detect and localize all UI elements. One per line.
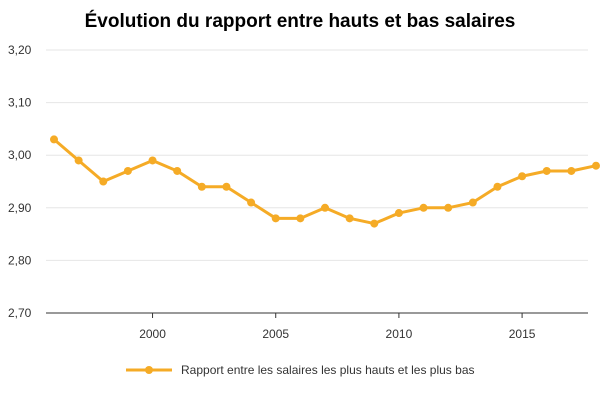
data-point[interactable] — [345, 214, 354, 223]
data-point[interactable] — [271, 214, 280, 223]
data-point[interactable] — [444, 203, 453, 212]
data-point[interactable] — [123, 166, 132, 175]
y-tick-label: 2,70 — [8, 306, 32, 320]
legend-marker — [145, 366, 153, 374]
legend-label[interactable]: Rapport entre les salaires les plus haut… — [181, 363, 475, 377]
data-point[interactable] — [50, 135, 58, 144]
x-axis: 2000 2005 2010 2015 — [46, 312, 588, 341]
y-tick-label: 2,90 — [8, 201, 32, 215]
data-point[interactable] — [222, 182, 231, 191]
y-tick-label: 3,20 — [8, 43, 32, 57]
y-tick-label: 3,10 — [8, 96, 32, 110]
data-point[interactable] — [592, 161, 600, 170]
data-point[interactable] — [518, 172, 527, 181]
data-point[interactable] — [468, 198, 477, 207]
data-point[interactable] — [173, 166, 182, 175]
data-point[interactable] — [99, 177, 108, 186]
x-tick-label: 2015 — [509, 327, 536, 341]
gridlines — [46, 49, 588, 261]
data-point[interactable] — [493, 182, 502, 191]
data-point[interactable] — [419, 203, 428, 212]
data-point[interactable] — [148, 156, 157, 165]
series-layer — [50, 135, 600, 228]
y-axis-tick-labels: 2,70 2,80 2,90 3,00 3,10 3,20 — [8, 43, 32, 320]
y-tick-label: 2,80 — [8, 253, 32, 267]
data-point[interactable] — [321, 203, 329, 212]
data-point[interactable] — [542, 166, 551, 175]
data-point[interactable] — [74, 156, 83, 165]
x-tick-label: 2005 — [262, 327, 289, 341]
data-point[interactable] — [394, 209, 403, 218]
data-point[interactable] — [370, 219, 379, 228]
chart-title: Évolution du rapport entre hauts et bas … — [85, 10, 516, 32]
x-tick-label: 2000 — [139, 327, 166, 341]
data-point[interactable] — [567, 166, 576, 175]
legend[interactable]: Rapport entre les salaires les plus haut… — [126, 363, 475, 377]
data-point[interactable] — [296, 214, 305, 223]
y-tick-label: 3,00 — [8, 148, 32, 162]
data-point[interactable] — [197, 182, 206, 191]
x-tick-label: 2010 — [386, 327, 413, 341]
data-point[interactable] — [247, 198, 256, 207]
